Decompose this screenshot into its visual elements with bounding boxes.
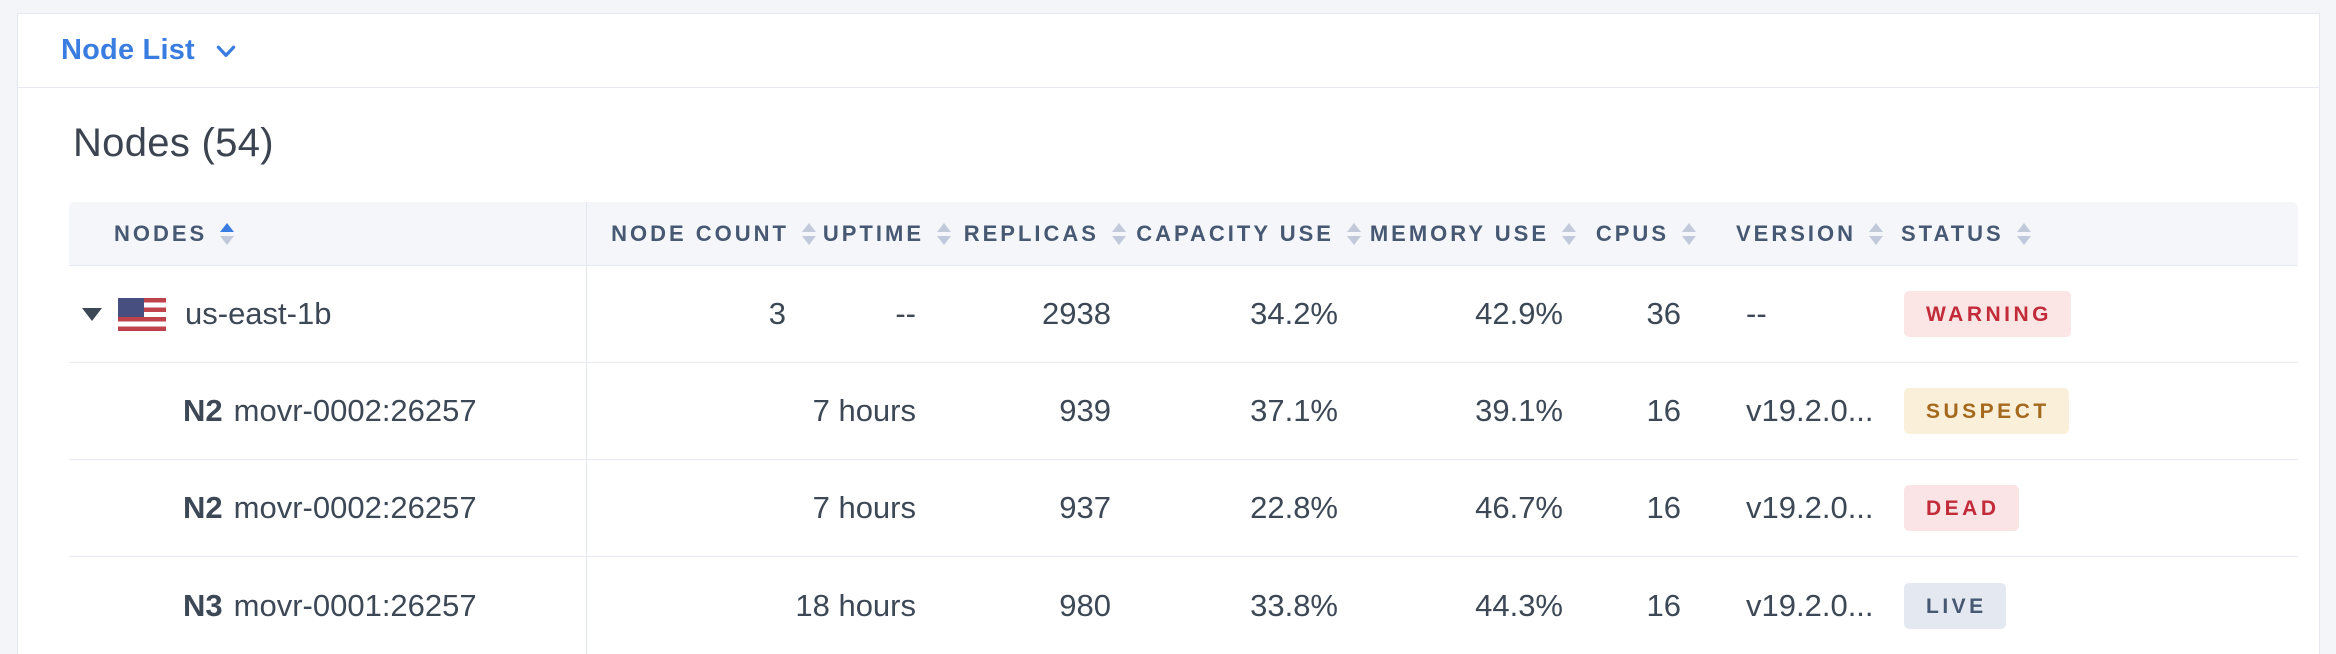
cell-memory-use: 42.9% — [1475, 296, 1563, 331]
chevron-down-icon — [216, 45, 236, 57]
cell-uptime: 18 hours — [795, 587, 916, 623]
cell-version: -- — [1746, 296, 1767, 331]
cell-cpus: 36 — [1646, 296, 1681, 331]
cell-capacity-use: 34.2% — [1250, 296, 1338, 331]
cell-node-count — [587, 460, 816, 556]
node-list-card: Node List Nodes (54) NODES NODE COUNT UP… — [17, 13, 2320, 654]
cell-node-count: 3 — [768, 296, 786, 331]
cell-replicas: 937 — [1059, 490, 1111, 525]
view-selector-dropdown[interactable]: Node List — [61, 34, 239, 67]
cell-nodes: N2 movr-0002:26257 — [69, 460, 587, 556]
table-row-node[interactable]: N2 movr-0002:26257 7 hours 937 22.8% 46.… — [69, 460, 2298, 557]
cell-nodes: N2 movr-0002:26257 — [69, 363, 587, 459]
cell-uptime: 7 hours — [812, 490, 916, 525]
sort-icon — [1562, 222, 1576, 245]
column-header-label: NODES — [114, 220, 208, 246]
node-id: N3 — [183, 587, 223, 623]
sort-icon — [2016, 222, 2031, 245]
collapse-caret-icon[interactable] — [82, 307, 102, 321]
sort-icon — [1112, 222, 1126, 245]
cell-version: v19.2.0... — [1746, 490, 1874, 525]
cell-replicas: 2938 — [1042, 296, 1111, 331]
cell-nodes: N3 movr-0001:26257 — [69, 557, 587, 654]
column-header-label: CAPACITY USE — [1136, 220, 1334, 246]
view-selector-label: Node List — [61, 34, 195, 66]
cell-replicas: 939 — [1059, 393, 1111, 428]
column-header-label: MEMORY USE — [1369, 220, 1549, 246]
cell-capacity-use: 37.1% — [1250, 393, 1338, 428]
node-id: N2 — [183, 393, 223, 428]
column-header-cpus[interactable]: CPUS — [1576, 202, 1696, 265]
cell-memory-use: 39.1% — [1475, 393, 1563, 428]
us-flag-icon — [118, 297, 166, 331]
cell-version: v19.2.0... — [1746, 587, 1874, 623]
column-header-status[interactable]: STATUS — [1876, 202, 2298, 265]
status-badge: WARNING — [1904, 291, 2071, 337]
column-header-label: REPLICAS — [963, 220, 1099, 246]
column-header-capacity-use[interactable]: CAPACITY USE — [1126, 202, 1361, 265]
table-row-node[interactable]: N2 movr-0002:26257 7 hours 939 37.1% 39.… — [69, 363, 2298, 460]
cell-memory-use: 44.3% — [1475, 587, 1563, 623]
table-row-region[interactable]: us-east-1b 3 -- 2938 34.2% 42.9% 36 -- W… — [69, 266, 2298, 363]
sort-icon — [1347, 222, 1361, 245]
table-row-node[interactable]: N3 movr-0001:26257 18 hours 980 33.8% 44… — [69, 557, 2298, 654]
sort-icon — [802, 222, 816, 245]
column-header-memory-use[interactable]: MEMORY USE — [1361, 202, 1576, 265]
cell-node-count — [587, 363, 816, 459]
sort-icon — [937, 222, 951, 245]
cell-capacity-use: 22.8% — [1250, 490, 1338, 525]
column-header-node-count[interactable]: NODE COUNT — [587, 202, 816, 265]
status-badge: SUSPECT — [1904, 388, 2069, 434]
main-content: Nodes (54) NODES NODE COUNT UPTIME REPLI… — [18, 121, 2319, 654]
column-header-label: CPUS — [1595, 220, 1669, 246]
cell-uptime: -- — [895, 296, 916, 331]
cell-uptime: 7 hours — [812, 393, 916, 428]
table-header-row: NODES NODE COUNT UPTIME REPLICAS CAPACIT… — [69, 202, 2298, 266]
cell-status: LIVE — [1876, 557, 2298, 654]
column-header-version[interactable]: VERSION — [1696, 202, 1884, 265]
region-name: us-east-1b — [185, 296, 332, 331]
cell-version: v19.2.0... — [1746, 393, 1874, 428]
cell-replicas: 980 — [1059, 587, 1111, 623]
cell-status: SUSPECT — [1876, 363, 2298, 459]
column-header-label: NODE COUNT — [611, 220, 789, 246]
sort-icon — [1869, 222, 1884, 245]
column-header-label: VERSION — [1736, 220, 1857, 246]
column-header-uptime[interactable]: UPTIME — [816, 202, 951, 265]
column-header-label: STATUS — [1901, 220, 2004, 246]
cell-memory-use: 46.7% — [1475, 490, 1563, 525]
cell-status: WARNING — [1876, 266, 2298, 362]
cell-cpus: 16 — [1646, 490, 1681, 525]
page-title: Nodes (54) — [73, 121, 274, 165]
node-address: movr-0002:26257 — [233, 393, 477, 428]
cell-nodes: us-east-1b — [69, 266, 587, 362]
cell-node-count — [587, 557, 816, 654]
cell-cpus: 16 — [1646, 393, 1681, 428]
column-header-replicas[interactable]: REPLICAS — [951, 202, 1126, 265]
node-address: movr-0002:26257 — [233, 490, 477, 525]
column-header-label: UPTIME — [822, 220, 924, 246]
cell-cpus: 16 — [1646, 587, 1681, 623]
column-header-nodes[interactable]: NODES — [69, 202, 587, 265]
node-address: movr-0001:26257 — [233, 587, 477, 623]
sort-icon — [1682, 222, 1696, 245]
node-id: N2 — [183, 490, 223, 525]
view-selector-bar: Node List — [18, 14, 2319, 88]
cell-status: DEAD — [1876, 460, 2298, 556]
cell-capacity-use: 33.8% — [1250, 587, 1338, 623]
nodes-table: NODES NODE COUNT UPTIME REPLICAS CAPACIT… — [69, 202, 2298, 654]
status-badge: LIVE — [1904, 582, 2006, 629]
status-badge: DEAD — [1904, 485, 2019, 531]
sort-icon — [220, 222, 235, 245]
